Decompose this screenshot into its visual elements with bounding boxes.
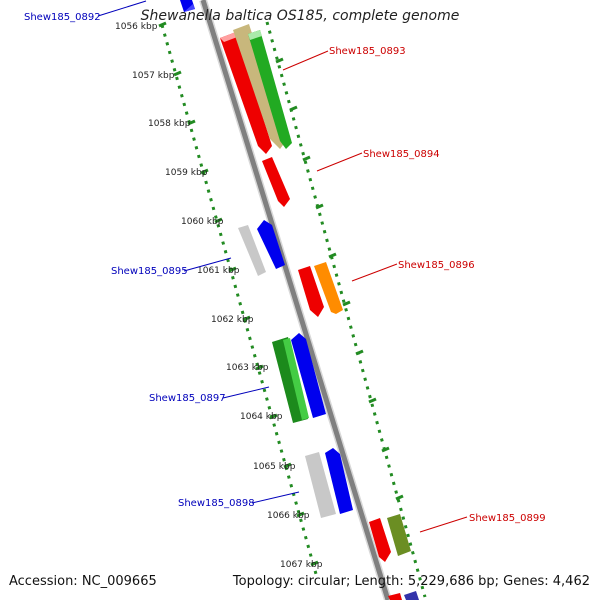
tick-label: 1066 kbp — [267, 511, 310, 521]
right-major-ticks — [275, 57, 404, 501]
gene-0895-feature[interactable] — [257, 220, 285, 269]
tick-label: 1067 kbp — [280, 560, 323, 570]
gene-label-0897[interactable]: Shew185_0897 — [149, 393, 226, 404]
gene-bottom-red[interactable] — [388, 593, 402, 600]
gene-label-0896[interactable]: Shew185_0896 — [398, 260, 475, 271]
gene-0898-feature[interactable] — [325, 448, 353, 514]
genome-summary-text: Topology: circular; Length: 5,229,686 bp… — [232, 574, 590, 589]
tick-label: 1064 kbp — [240, 412, 283, 422]
tick-label: 1065 kbp — [253, 462, 296, 472]
genome-backbone — [199, 0, 392, 600]
gene-0893-shadow — [233, 24, 286, 149]
left-major-ticks — [158, 21, 319, 567]
gene-features — [180, 0, 419, 600]
gene-label-0899[interactable]: Shew185_0899 — [469, 513, 546, 524]
gene-label-0893[interactable]: Shew185_0893 — [329, 46, 406, 57]
gene-0893-green[interactable] — [248, 30, 292, 149]
gene-0894-feature[interactable] — [262, 157, 290, 207]
gene-0899-feature[interactable] — [387, 514, 411, 556]
tick-labels: 1056 kbp 1057 kbp 1058 kbp 1059 kbp 1060… — [115, 22, 323, 570]
accession-text: Accession: NC_009665 — [9, 574, 157, 589]
gene-0896-red[interactable] — [298, 266, 324, 317]
gene-0893-feature[interactable] — [220, 32, 272, 154]
right-tick-track — [265, 21, 427, 598]
tick-label: 1056 kbp — [115, 22, 158, 32]
tick-label: 1061 kbp — [197, 266, 240, 276]
tick-label: 1058 kbp — [148, 119, 191, 129]
label-connectors — [97, 0, 468, 533]
gene-label-0894[interactable]: Shew185_0894 — [363, 149, 440, 160]
gene-labels: Shew185_0892 Shew185_0893 Shew185_0894 S… — [24, 12, 546, 524]
gene-0897-feature[interactable] — [291, 333, 326, 418]
map-title: Shewanella baltica OS185, complete genom… — [140, 8, 460, 24]
gene-label-0892[interactable]: Shew185_0892 — [24, 12, 101, 23]
tick-label: 1062 kbp — [211, 315, 254, 325]
tick-label: 1057 kbp — [132, 71, 175, 81]
gene-0899-red[interactable] — [369, 518, 391, 562]
gene-label-0898[interactable]: Shew185_0898 — [178, 498, 255, 509]
tick-label: 1063 kbp — [226, 363, 269, 373]
gene-0898-gray[interactable] — [305, 452, 336, 518]
tick-label: 1059 kbp — [165, 168, 208, 178]
gene-0896-feature[interactable] — [314, 262, 343, 314]
tick-label: 1060 kbp — [181, 217, 224, 227]
gene-bottom-blue[interactable] — [404, 591, 419, 600]
gene-0895-gray[interactable] — [238, 225, 266, 276]
gene-label-0895[interactable]: Shew185_0895 — [111, 266, 188, 277]
